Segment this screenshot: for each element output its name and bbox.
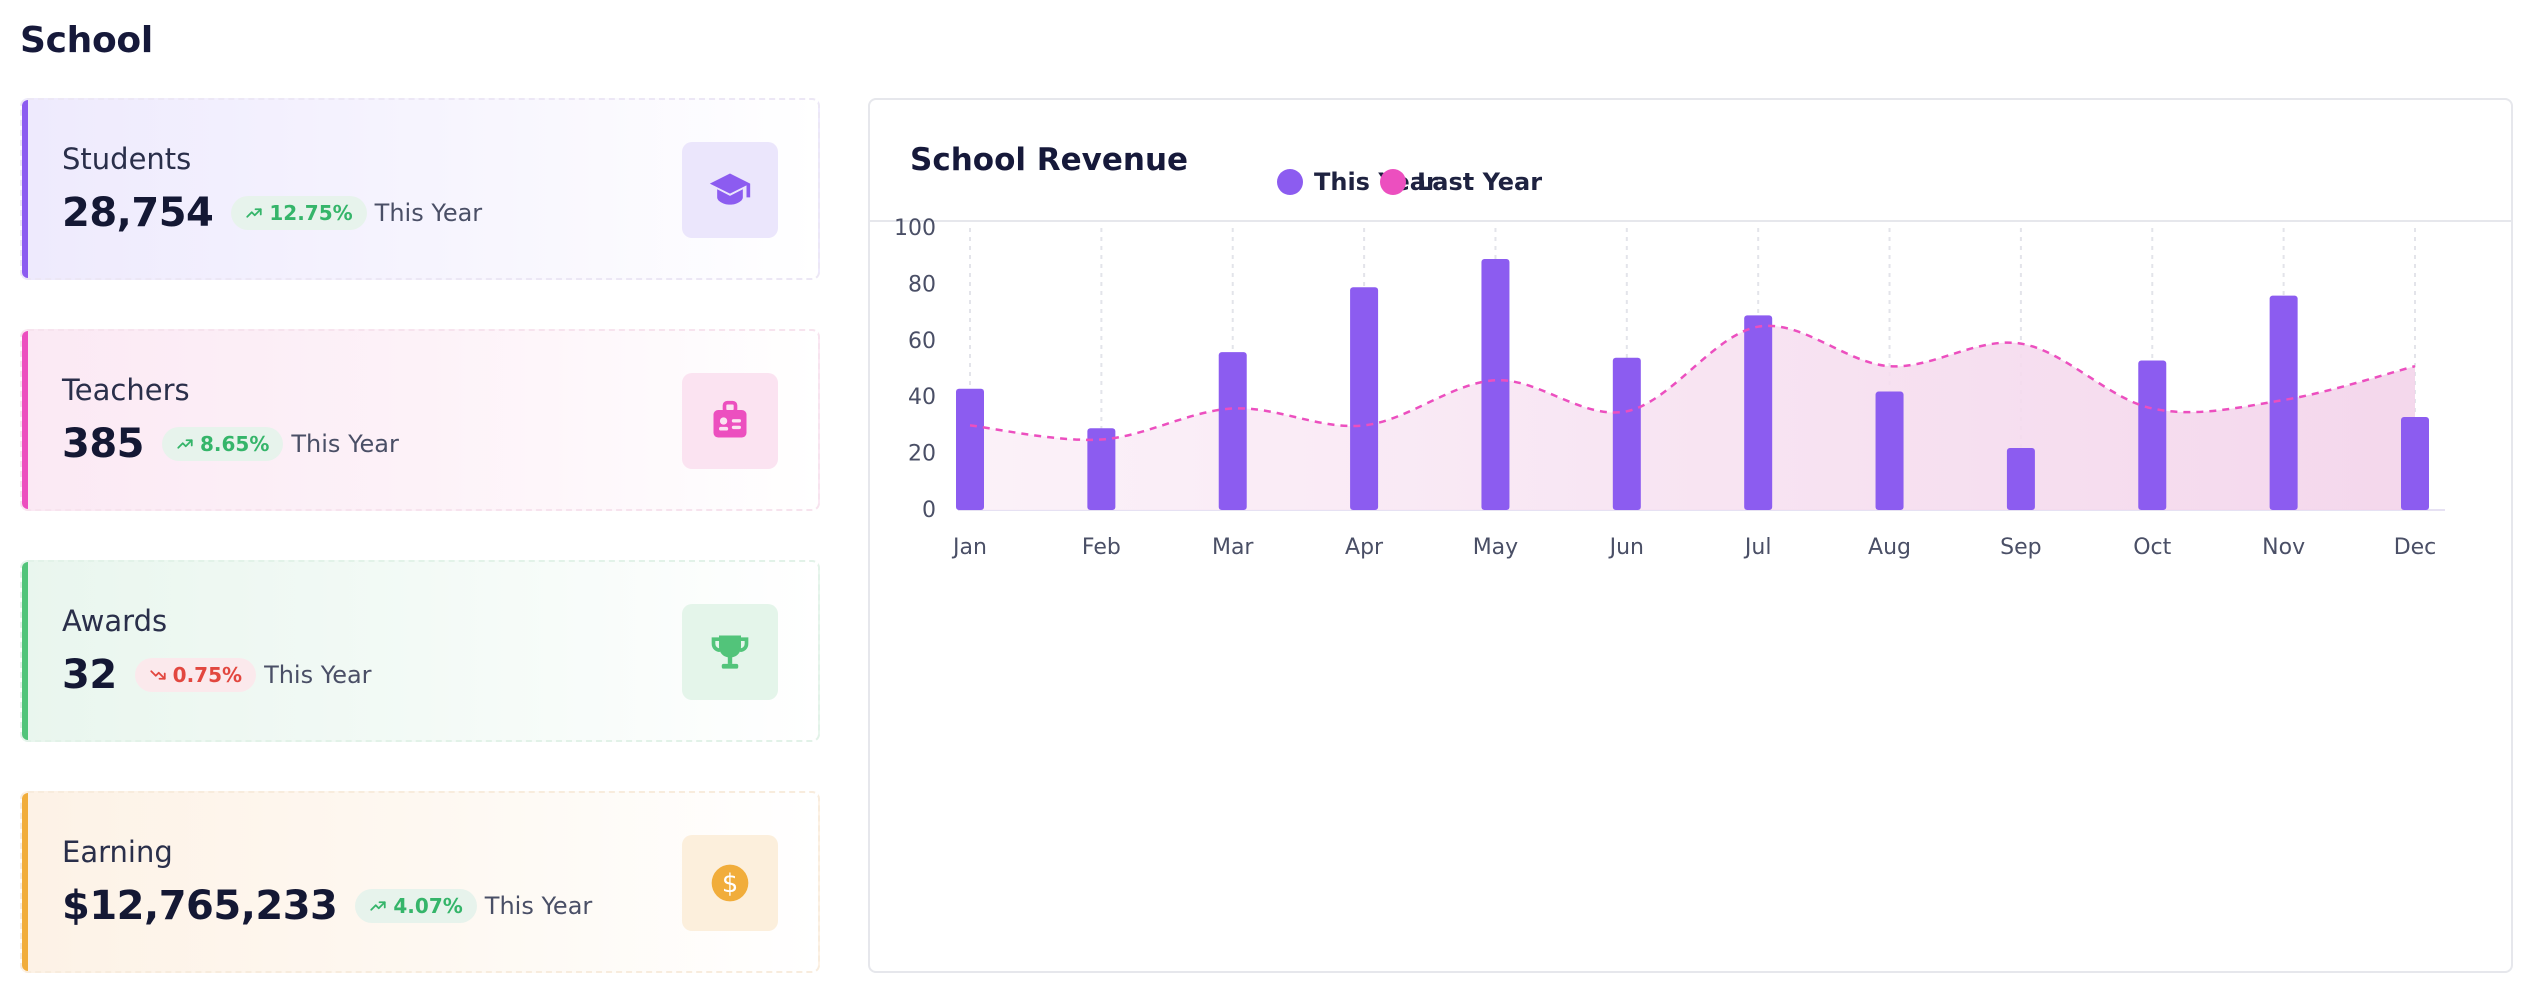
awards-card[interactable]: Awards 32 0.75% This Year: [20, 560, 820, 742]
change-value: 8.65%: [200, 432, 270, 456]
y-tick-label: 100: [894, 216, 936, 241]
earning-card[interactable]: Earning $12,765,233 4.07% This Year $: [20, 791, 820, 973]
period-label: This Year: [264, 661, 372, 689]
revenue-header: School Revenue: [870, 100, 2511, 222]
trend-up-icon: [370, 901, 387, 911]
bar-aug: [1875, 391, 1904, 510]
last-year-line-path: [969, 324, 2416, 442]
last-year-line: [969, 324, 2416, 442]
y-axis-ticks: 0 20 40 60 80 100: [894, 216, 936, 523]
svg-text:$: $: [722, 869, 738, 899]
x-tick-label: May: [1473, 535, 1518, 560]
period-label: This Year: [374, 199, 483, 227]
bar-feb: [1087, 428, 1116, 510]
change-badge: 12.75%: [231, 196, 367, 230]
change-badge: 8.65%: [162, 427, 284, 461]
bar-oct: [2138, 360, 2167, 510]
x-tick-label: Feb: [1082, 535, 1121, 560]
card-value: $12,765,233: [62, 883, 338, 929]
x-tick-label: Nov: [2262, 535, 2305, 560]
card-label: Students: [62, 142, 192, 176]
card-accent-bar: [22, 100, 28, 278]
x-tick-label: Dec: [2394, 535, 2437, 560]
trend-up-icon: [246, 208, 263, 218]
x-tick-label: Jan: [951, 535, 987, 560]
bar-apr: [1350, 287, 1379, 510]
dollar-coin-icon: $: [711, 864, 749, 902]
bar-may: [1481, 259, 1510, 510]
page-title: School: [20, 20, 153, 61]
card-label: Earning: [62, 835, 173, 869]
y-tick-label: 20: [908, 442, 936, 467]
bar-jan: [956, 388, 984, 510]
this-year-bars: [956, 259, 2429, 510]
y-tick-label: 60: [908, 329, 936, 354]
card-label: Awards: [62, 604, 168, 638]
revenue-panel: School Revenue This Year Last Year 0 20 40 6…: [868, 98, 2513, 973]
trophy-icon: [711, 635, 749, 669]
card-value: 385: [62, 421, 145, 467]
card-icon-box: [682, 604, 778, 700]
card-value: 32: [62, 652, 117, 698]
change-value: 0.75%: [172, 663, 243, 687]
bar-mar: [1218, 352, 1247, 510]
teachers-card[interactable]: Teachers 385 8.65% This Year: [20, 329, 820, 511]
revenue-title: School Revenue: [910, 142, 1189, 178]
bar-jun: [1612, 357, 1641, 510]
graduation-cap-icon: [709, 173, 751, 205]
change-value: 12.75%: [269, 201, 353, 225]
legend-marker-this-year: [1277, 169, 1303, 195]
y-tick-label: 40: [908, 385, 936, 410]
x-tick-label: Oct: [2133, 535, 2171, 560]
legend-label: This Year: [1314, 168, 1438, 196]
card-label: Teachers: [62, 373, 190, 407]
bar-jul: [1744, 315, 1773, 510]
students-card[interactable]: Students 28,754 12.75% This Year: [20, 98, 820, 280]
card-value: 28,754: [62, 190, 214, 236]
trend-up-icon: [177, 439, 193, 449]
x-axis-ticks: Jan Feb Mar Apr May Jun Jul Aug Sep Oct Nov Dec: [951, 535, 2436, 560]
change-badge: 4.07%: [355, 889, 477, 923]
x-tick-label: Mar: [1212, 535, 1254, 560]
card-accent-bar: [22, 562, 28, 740]
change-value: 4.07%: [393, 894, 463, 918]
legend-marker-last-year: [1380, 169, 1406, 195]
legend-label: Last Year: [1417, 168, 1542, 196]
card-icon-box: $: [682, 835, 778, 931]
bar-nov: [2269, 295, 2298, 510]
x-tick-label: Jun: [1608, 535, 1644, 560]
card-icon-box: [682, 142, 778, 238]
change-badge: 0.75%: [134, 658, 257, 692]
x-tick-label: Apr: [1345, 535, 1384, 560]
trend-down-icon: [150, 670, 166, 680]
last-year-area-fill: [970, 325, 2415, 510]
y-tick-label: 0: [922, 498, 936, 523]
period-label: This Year: [291, 430, 399, 458]
card-icon-box: [682, 373, 778, 469]
last-year-area: [970, 325, 2415, 510]
bar-sep: [2006, 447, 2035, 510]
bar-dec: [2401, 416, 2429, 510]
card-accent-bar: [22, 331, 28, 509]
id-badge-icon: [713, 400, 747, 438]
x-tick-label: Jul: [1743, 535, 1772, 560]
x-tick-label: Aug: [1868, 535, 1911, 560]
y-tick-label: 80: [908, 272, 936, 297]
card-accent-bar: [22, 793, 28, 971]
period-label: This Year: [484, 892, 593, 920]
x-tick-label: Sep: [2000, 535, 2041, 560]
